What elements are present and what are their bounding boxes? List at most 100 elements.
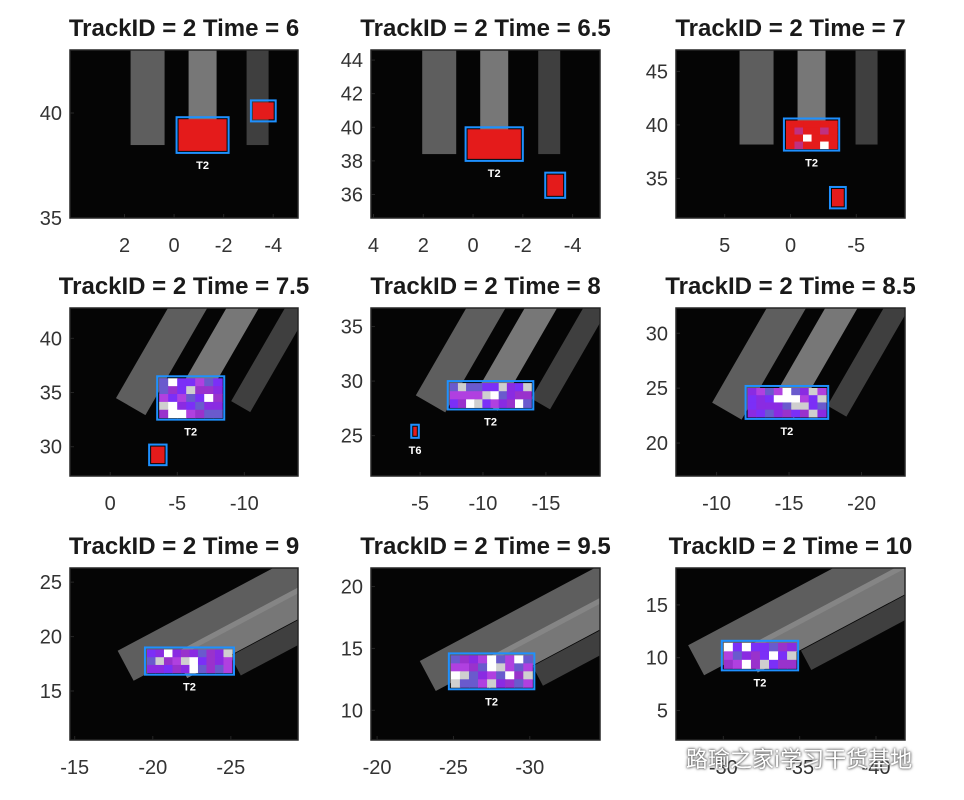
- y-tick-label: 40: [646, 115, 668, 137]
- track-box: [446, 380, 535, 411]
- track-box: [148, 443, 168, 467]
- wechat-icon: [650, 746, 680, 770]
- plot-frame: [370, 49, 601, 219]
- x-tick-label: -30: [709, 757, 738, 779]
- x-tick-label: -15: [775, 493, 804, 515]
- panel-8: TrackID = 2 Time = 9.5 T2 -20 -25 -30 10 15 20: [341, 533, 611, 779]
- x-tick-label: -5: [411, 493, 429, 515]
- panel-1: TrackID = 2 Time = 6 T2 2 0 -2 -4 35 40: [40, 15, 299, 257]
- intensity-streaks: [419, 568, 600, 692]
- y-tick-label: 25: [341, 426, 363, 448]
- y-tick-label: 36: [341, 184, 363, 206]
- y-tick-label: 40: [40, 103, 62, 125]
- track-box: [744, 384, 830, 420]
- plot-frame: [69, 567, 299, 741]
- track-box: [410, 423, 420, 439]
- panel-4: TrackID = 2 Time = 7.5 T2 0 -5 -10 30 35 40: [40, 273, 309, 515]
- x-tick-label: -5: [847, 235, 865, 257]
- track-box: [447, 652, 536, 691]
- x-tick-label: 0: [467, 235, 478, 257]
- y-tick-label: 35: [40, 208, 62, 230]
- x-tick-label: 0: [169, 235, 180, 257]
- panel-title: TrackID = 2 Time = 9: [69, 533, 299, 560]
- y-tick-label: 42: [341, 84, 363, 106]
- watermark-text: 路瑜之家i学习干货基地: [686, 748, 913, 773]
- panel-title: TrackID = 2 Time = 8: [370, 273, 600, 300]
- y-tick-label: 10: [646, 648, 668, 670]
- y-tick-label: 30: [646, 323, 668, 345]
- x-tick-label: -15: [531, 493, 560, 515]
- y-tick-label: 30: [40, 437, 62, 459]
- track-label: T2: [484, 416, 497, 428]
- intensity-streaks: [115, 308, 298, 416]
- x-tick-label: -25: [216, 757, 245, 779]
- track-box: [249, 99, 277, 123]
- track-label: T2: [183, 682, 196, 694]
- x-tick-label: 2: [119, 235, 130, 257]
- x-tick-label: 0: [785, 235, 796, 257]
- x-tick-label: -40: [862, 757, 891, 779]
- panel-7: TrackID = 2 Time = 9 T2 -15 -20 -25 15 20 25: [40, 533, 299, 779]
- y-tick-label: 40: [40, 328, 62, 350]
- x-tick-label: 0: [105, 493, 116, 515]
- plot-frame: [675, 307, 906, 477]
- track-box: [143, 646, 235, 676]
- x-tick-label: -20: [138, 757, 167, 779]
- panel-title: TrackID = 2 Time = 6.5: [360, 15, 610, 42]
- track-box: [828, 185, 847, 210]
- track-box: [464, 126, 524, 162]
- y-tick-label: 35: [646, 168, 668, 190]
- track-label: T2: [184, 427, 197, 439]
- x-tick-label: -2: [514, 235, 532, 257]
- y-tick-label: 45: [646, 61, 668, 83]
- x-tick-label: -25: [439, 757, 468, 779]
- panel-title: TrackID = 2 Time = 7.5: [59, 273, 309, 300]
- y-tick-label: 25: [40, 572, 62, 594]
- x-tick-label: -10: [469, 493, 498, 515]
- y-tick-label: 15: [341, 638, 363, 660]
- track-label: T2: [485, 696, 498, 708]
- plot-frame: [675, 567, 906, 741]
- track-label: T2: [780, 426, 793, 438]
- y-tick-label: 5: [657, 700, 668, 722]
- plot-frame: [370, 567, 601, 741]
- x-tick-label: -5: [168, 493, 186, 515]
- panel-3: TrackID = 2 Time = 7 T2 5 0 -5 35 40 45: [646, 15, 906, 257]
- track-box: [175, 116, 230, 154]
- track-label: T6: [409, 445, 422, 457]
- x-tick-label: -30: [515, 757, 544, 779]
- y-tick-label: 38: [341, 151, 363, 173]
- x-tick-label: -10: [230, 493, 259, 515]
- track-label: T2: [805, 158, 818, 170]
- y-tick-label: 15: [646, 595, 668, 617]
- track-label: T2: [488, 168, 501, 180]
- x-tick-label: 5: [719, 235, 730, 257]
- x-tick-label: -20: [363, 757, 392, 779]
- y-tick-label: 30: [341, 371, 363, 393]
- panel-title: TrackID = 2 Time = 7: [675, 15, 905, 42]
- intensity-streaks: [117, 568, 298, 681]
- y-tick-label: 25: [646, 378, 668, 400]
- track-box: [544, 171, 567, 199]
- y-tick-label: 40: [341, 117, 363, 139]
- y-tick-label: 35: [40, 383, 62, 405]
- y-tick-label: 20: [40, 627, 62, 649]
- track-box: [720, 639, 800, 672]
- plot-frame: [69, 49, 299, 219]
- panel-9: TrackID = 2 Time = 10 T2 -30 -35 -40 5 10 15: [646, 533, 913, 779]
- y-tick-label: 20: [646, 433, 668, 455]
- panel-title: TrackID = 2 Time = 6: [69, 15, 299, 42]
- y-tick-label: 15: [40, 681, 62, 703]
- x-tick-label: -10: [702, 493, 731, 515]
- y-tick-label: 44: [341, 50, 363, 72]
- x-tick-label: 4: [368, 235, 379, 257]
- x-tick-label: -20: [847, 493, 876, 515]
- intensity-streaks: [688, 568, 905, 676]
- y-tick-label: 10: [341, 700, 363, 722]
- watermark: 路瑜之家i学习干货基地: [650, 740, 912, 776]
- y-tick-label: 20: [341, 577, 363, 599]
- x-tick-label: -2: [215, 235, 233, 257]
- panel-title: TrackID = 2 Time = 10: [669, 533, 913, 560]
